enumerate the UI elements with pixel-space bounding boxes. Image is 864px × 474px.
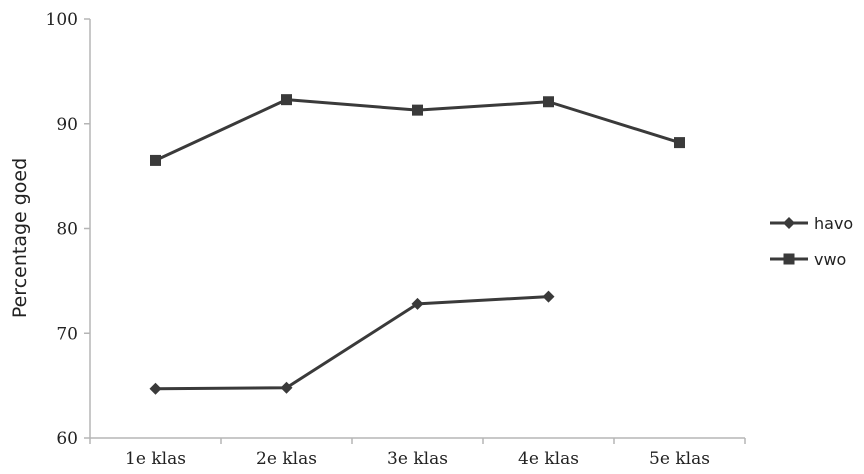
- y-tick-label: 90: [56, 115, 78, 135]
- data-point-vwo: [674, 137, 685, 149]
- data-point-vwo: [412, 104, 423, 116]
- x-tick-label: 1e klas: [125, 449, 186, 469]
- data-point-vwo: [150, 154, 161, 166]
- data-point-havo: [280, 381, 293, 394]
- series-group: [149, 94, 685, 395]
- legend-marker-vwo: [783, 253, 795, 265]
- y-tick-label: 60: [56, 429, 78, 449]
- y-tick-group: 60 70 80 90 100: [46, 10, 90, 449]
- legend-marker-havo: [783, 217, 795, 229]
- legend-label-havo: havo: [814, 214, 853, 233]
- x-tick-group: 1e klas 2e klas 3e klas 4e klas 5e klas: [89, 438, 746, 469]
- data-point-havo: [149, 382, 162, 395]
- x-tick-label: 5e klas: [649, 449, 710, 469]
- series-line-havo: [155, 295, 549, 391]
- series-havo: [149, 290, 555, 395]
- data-point-vwo: [543, 96, 554, 108]
- y-tick-label: 100: [46, 10, 78, 30]
- x-tick-label: 3e klas: [387, 449, 448, 469]
- series-vwo: [150, 94, 685, 166]
- legend: havo vwo: [770, 214, 853, 269]
- data-point-havo: [411, 297, 424, 310]
- chart-axes: [89, 19, 745, 439]
- data-point-havo: [542, 290, 555, 303]
- legend-label-vwo: vwo: [814, 250, 846, 269]
- data-point-vwo: [281, 94, 292, 106]
- y-axis-title: Percentage goed: [9, 158, 31, 318]
- x-tick-label: 4e klas: [518, 449, 579, 469]
- y-tick-label: 70: [56, 324, 78, 344]
- y-tick-label: 80: [56, 220, 78, 240]
- x-tick-label: 2e klas: [256, 449, 317, 469]
